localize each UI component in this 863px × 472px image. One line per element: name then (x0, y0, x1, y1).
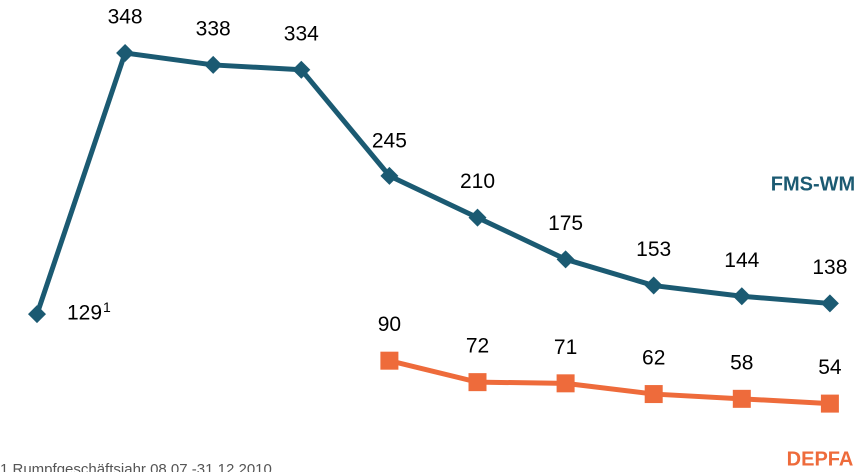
marker (116, 44, 135, 63)
marker (380, 166, 399, 185)
marker (468, 373, 487, 392)
marker (820, 294, 839, 313)
marker (292, 60, 311, 79)
data-label: 348 (108, 6, 143, 29)
data-label: 144 (724, 249, 759, 272)
data-label: 334 (284, 22, 319, 45)
marker (732, 389, 751, 408)
footnote: 1 Rumpfgeschäftsjahr 08.07.-31.12.2010 (0, 461, 272, 472)
legend-entry: DEPFA (787, 448, 854, 470)
marker (556, 250, 575, 269)
marker (820, 394, 839, 413)
marker (380, 351, 399, 370)
data-label: 245 (372, 129, 407, 152)
data-label: 338 (196, 17, 231, 40)
data-label: 175 (548, 212, 583, 235)
data-label: 62 (642, 347, 665, 370)
series-line (388, 358, 831, 407)
data-label: 71 (554, 336, 577, 359)
data-label: 210 (460, 170, 495, 193)
footnote-marker: 1 (103, 299, 111, 315)
marker (556, 374, 575, 393)
data-label: 90 (378, 313, 401, 336)
data-label: 58 (730, 351, 753, 374)
data-label: 153 (636, 238, 671, 261)
data-label: 72 (466, 335, 489, 358)
marker (468, 208, 487, 227)
marker (204, 55, 223, 74)
data-label: 138 (812, 256, 847, 279)
series-line (34, 50, 831, 315)
marker (732, 287, 751, 306)
data-label: 54 (818, 356, 842, 379)
data-label: 129 (67, 302, 102, 325)
marker (28, 305, 46, 324)
marker (644, 276, 663, 295)
legend-entry: FMS-WM (771, 173, 855, 195)
marker (644, 385, 663, 404)
